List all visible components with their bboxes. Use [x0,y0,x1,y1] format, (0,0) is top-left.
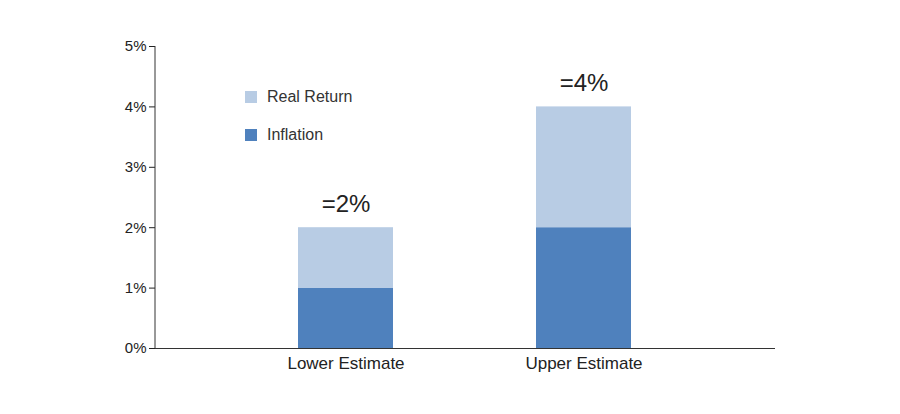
html-text:Inflation: Inflation [267,126,323,143]
svg-text:1%: 1% [125,279,147,296]
svg-text:4%: 4% [125,98,147,115]
svg-text:Upper Estimate: Upper Estimate [525,354,642,373]
svg-text:2%: 2% [125,219,147,236]
svg-text:=4%: =4% [560,69,609,96]
svg-text:Lower Estimate: Lower Estimate [287,354,404,373]
svg-text:=2%: =2% [322,190,371,217]
svg-text:3%: 3% [125,158,147,175]
svg-text:0%: 0% [125,339,147,356]
svg-text:5%: 5% [125,37,147,54]
html-text:Real Return: Real Return [267,88,353,105]
